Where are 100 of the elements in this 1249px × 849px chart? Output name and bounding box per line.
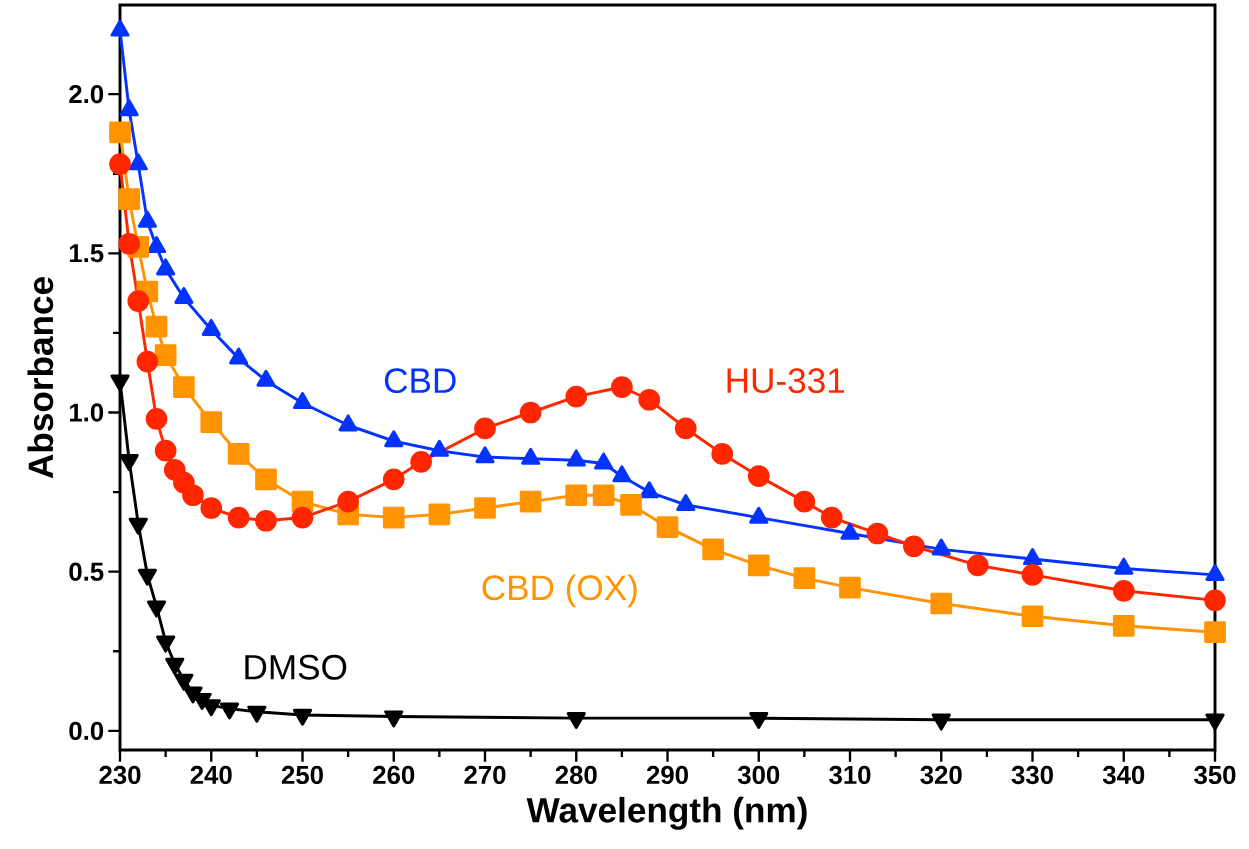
series-label: CBD (OX)	[482, 574, 637, 608]
point	[219, 702, 240, 720]
x-tick-label: 350	[1194, 765, 1236, 785]
y-axis-title: Absorbance	[27, 277, 54, 479]
x-tick-label: 290	[646, 765, 688, 785]
point	[292, 392, 313, 410]
point	[128, 153, 148, 171]
point	[174, 673, 194, 691]
point	[118, 232, 140, 255]
series-label: CBD	[384, 368, 456, 394]
point	[229, 347, 249, 365]
point	[156, 635, 176, 653]
point	[137, 568, 157, 586]
point	[620, 493, 642, 516]
point	[292, 708, 313, 726]
x-tick-label: 280	[555, 765, 597, 785]
point	[201, 318, 221, 336]
point	[291, 506, 314, 529]
x-tick-label: 260	[373, 765, 415, 785]
point	[145, 408, 168, 430]
point	[839, 576, 861, 599]
point	[110, 19, 130, 37]
x-tick-label: 340	[1102, 765, 1145, 785]
point	[119, 99, 139, 117]
point	[384, 430, 404, 448]
point	[384, 710, 404, 728]
x-tick-label: 320	[920, 765, 962, 785]
point	[182, 484, 204, 507]
point	[702, 538, 724, 561]
y-tick-label: 1.0	[69, 403, 104, 422]
point	[127, 290, 150, 312]
point	[428, 503, 451, 526]
x-tick-label: 300	[737, 765, 780, 785]
series-label: HU-331	[727, 368, 845, 394]
point	[474, 417, 496, 440]
point	[566, 711, 586, 729]
point	[930, 592, 953, 615]
point	[592, 484, 615, 507]
point	[255, 509, 277, 532]
point	[227, 443, 250, 465]
point	[337, 490, 359, 513]
point	[173, 376, 195, 398]
x-tick-label: 310	[829, 765, 871, 785]
point	[793, 490, 816, 513]
point	[674, 417, 697, 440]
point	[519, 401, 542, 424]
y-tick-label: 1.5	[69, 244, 104, 263]
point	[146, 600, 167, 618]
point	[156, 258, 176, 276]
point	[749, 711, 769, 729]
point	[638, 388, 661, 411]
point	[747, 554, 770, 577]
point	[146, 236, 167, 254]
point	[931, 713, 951, 731]
point	[200, 411, 223, 433]
point	[255, 468, 277, 491]
point	[866, 522, 889, 545]
point	[128, 517, 148, 535]
x-tick-label: 250	[281, 765, 323, 785]
point	[200, 497, 223, 519]
point	[154, 344, 177, 367]
point	[174, 287, 194, 305]
point	[137, 210, 157, 228]
point	[611, 376, 633, 398]
point	[247, 705, 267, 723]
y-tick-label: 0.5	[69, 562, 104, 581]
point	[1204, 589, 1226, 612]
point	[1204, 621, 1226, 644]
point	[565, 385, 588, 408]
y-tick-label: 2.0	[69, 85, 104, 104]
point	[136, 350, 159, 373]
point	[820, 506, 843, 529]
point	[1205, 713, 1225, 731]
point	[154, 439, 177, 462]
point	[410, 451, 432, 473]
point	[475, 446, 495, 464]
x-tick-label: 240	[190, 765, 232, 785]
point	[711, 443, 734, 465]
point	[656, 516, 679, 538]
point	[227, 506, 250, 529]
point	[165, 657, 185, 675]
x-tick-label: 330	[1011, 765, 1053, 785]
y-tick-label: 0.0	[69, 721, 104, 741]
point	[1021, 605, 1044, 628]
point	[1112, 579, 1135, 602]
point	[747, 465, 770, 488]
point	[903, 535, 925, 558]
x-tick-label: 270	[464, 765, 506, 785]
series-label: DMSO	[245, 654, 347, 680]
point	[382, 468, 405, 491]
point	[338, 414, 358, 432]
point	[966, 554, 989, 577]
x-tick-label: 230	[99, 765, 141, 785]
point	[382, 506, 405, 529]
point	[565, 484, 588, 507]
point	[519, 490, 542, 513]
point	[1021, 564, 1044, 586]
point	[793, 567, 816, 589]
x-axis-title: Wavelength (nm)	[526, 796, 807, 830]
point	[474, 497, 496, 519]
